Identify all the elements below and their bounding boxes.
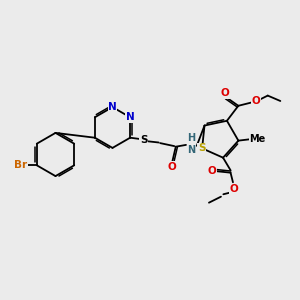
Text: N: N xyxy=(126,112,134,122)
Text: N: N xyxy=(108,102,117,112)
Text: O: O xyxy=(230,184,239,194)
Text: Me: Me xyxy=(250,134,266,144)
Text: O: O xyxy=(220,88,229,98)
Text: H
N: H N xyxy=(187,134,195,155)
Text: O: O xyxy=(208,166,216,176)
Text: Br: Br xyxy=(14,160,27,170)
Text: S: S xyxy=(198,143,205,153)
Text: O: O xyxy=(252,96,261,106)
Text: S: S xyxy=(140,135,147,145)
Text: O: O xyxy=(168,162,176,172)
